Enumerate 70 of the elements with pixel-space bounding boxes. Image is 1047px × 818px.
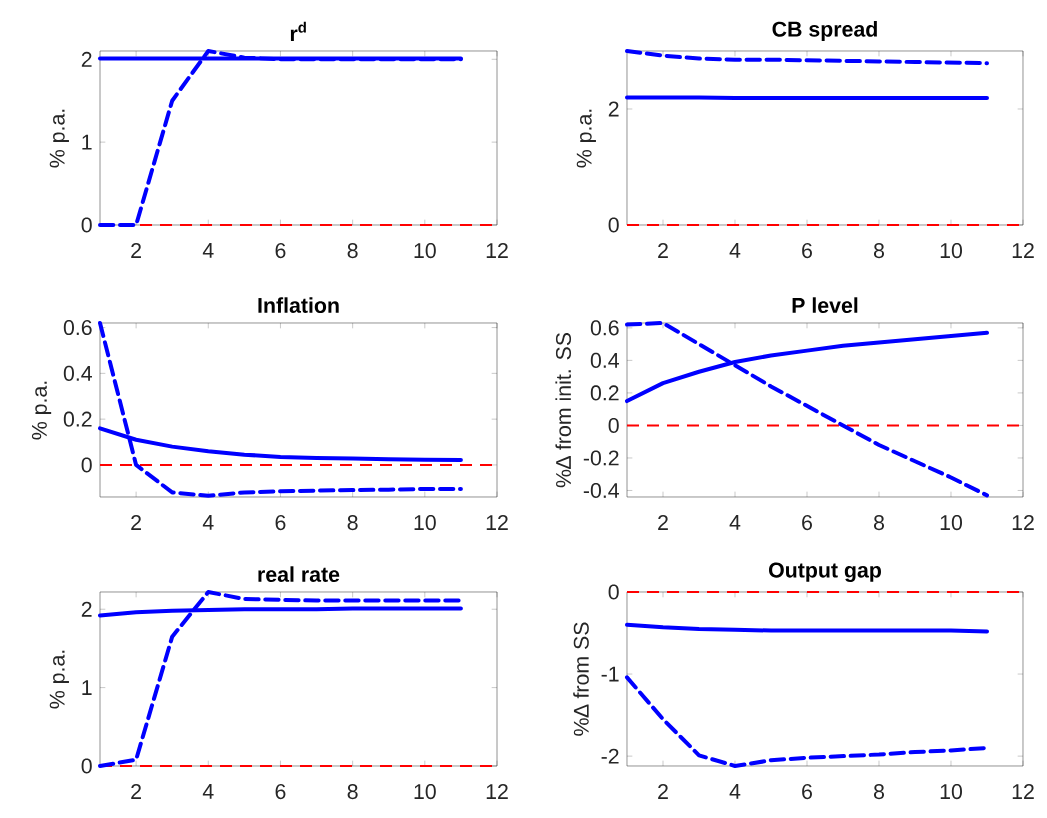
x-tick-label: 2 [658, 515, 668, 530]
y-tick-label: -1 [601, 666, 619, 682]
x-tick-label: 4 [202, 784, 214, 799]
x-tick-label: 10 [940, 515, 963, 531]
x-tick-label: 12 [486, 515, 508, 530]
y-tick-label: 1 [82, 680, 92, 695]
line-series [98, 320, 463, 498]
x-tick-label: 12 [486, 243, 508, 258]
x-tick-label: 6 [275, 515, 286, 531]
x-tick-label: 6 [802, 515, 812, 531]
y-tick-label: 2 [608, 101, 619, 117]
y-axis-title: % p.a. [31, 381, 52, 440]
y-axis-title: %∆ from SS [573, 622, 589, 736]
x-tick-label: 10 [414, 784, 436, 800]
x-tick-label: 8 [347, 784, 358, 800]
y-axis-title: % p.a. [49, 109, 69, 168]
chart-title: r$^{d}$ [290, 21, 306, 41]
x-tick-label: 8 [873, 515, 884, 531]
y-tick-label: 0 [81, 758, 92, 774]
y-tick-label: 0.6 [590, 320, 619, 336]
x-tick-label: 8 [347, 243, 358, 259]
x-tick-label: 2 [658, 243, 668, 258]
x-tick-label: 6 [275, 243, 286, 259]
x-tick-label: 12 [1012, 784, 1034, 799]
x-tick-label: 12 [1012, 515, 1034, 530]
x-tick-label: 8 [347, 515, 358, 531]
x-tick-label: 2 [131, 515, 141, 530]
y-axis-title: %∆ from init. SS [555, 332, 572, 488]
x-tick-label: 4 [202, 515, 214, 530]
x-tick-label: 8 [873, 784, 884, 800]
x-tick-label: 6 [275, 784, 286, 800]
y-tick-label: -0.2 [583, 450, 619, 466]
y-tick-label: 0.4 [63, 365, 92, 381]
x-tick-label: 12 [1012, 243, 1034, 258]
x-tick-label: 8 [873, 243, 884, 259]
y-tick-label: 0.2 [63, 411, 92, 427]
y-tick-label: -0.4 [583, 482, 619, 499]
x-tick-label: 10 [940, 784, 963, 800]
chart-title: Inflation [258, 297, 339, 313]
y-tick-label: 0.4 [590, 352, 619, 368]
x-tick-label: 2 [131, 243, 141, 258]
x-tick-label: 6 [802, 784, 812, 800]
y-tick-label: 0 [608, 584, 619, 600]
chart-title: CB spread [772, 21, 877, 41]
chart-title: real rate [258, 566, 340, 582]
x-tick-label: 10 [940, 243, 963, 259]
x-tick-label: 10 [414, 243, 436, 259]
y-tick-label: 0.6 [63, 320, 92, 336]
x-tick-label: 4 [729, 515, 741, 530]
y-tick-label: 1 [82, 134, 92, 150]
chart-title: P level [792, 297, 858, 313]
y-tick-label: 0 [608, 417, 619, 433]
y-tick-label: 0 [608, 217, 619, 233]
y-tick-label: 0.2 [590, 385, 619, 401]
x-tick-label: 10 [414, 515, 436, 531]
y-axis-title: % p.a. [576, 109, 596, 168]
y-tick-label: 2 [81, 601, 92, 617]
x-tick-label: 2 [658, 784, 668, 799]
x-tick-label: 4 [729, 784, 741, 799]
y-axis-title: % p.a. [49, 650, 69, 709]
y-tick-label: -2 [601, 748, 619, 764]
x-tick-label: 6 [802, 243, 812, 259]
x-tick-label: 4 [202, 243, 214, 258]
y-tick-label: 0 [81, 217, 92, 233]
x-tick-label: 12 [486, 784, 508, 799]
x-tick-label: 4 [729, 243, 741, 258]
x-tick-label: 2 [131, 784, 141, 799]
chart-title: Output gap [769, 562, 881, 582]
y-tick-label: 2 [81, 51, 92, 67]
y-tick-label: 0 [81, 457, 92, 473]
